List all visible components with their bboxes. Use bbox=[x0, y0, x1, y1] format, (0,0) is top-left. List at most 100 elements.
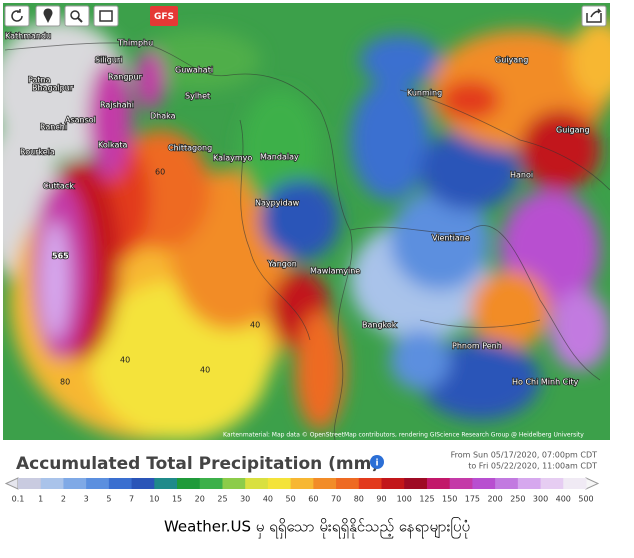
scale-tick-label: 300 bbox=[533, 495, 548, 504]
contour-label: 80 bbox=[60, 378, 70, 387]
scale-end bbox=[4, 477, 19, 490]
scale-swatch bbox=[313, 478, 337, 489]
contour-label: 40 bbox=[250, 321, 260, 330]
scale-tick-label: 250 bbox=[510, 495, 525, 504]
legend-title: Accumulated Total Precipitation (mm) bbox=[16, 454, 379, 474]
expand-button[interactable] bbox=[93, 5, 119, 27]
zoom-icon bbox=[70, 10, 80, 20]
scale-end bbox=[585, 477, 600, 490]
precip-area bbox=[350, 80, 430, 200]
pin-icon bbox=[43, 8, 53, 23]
scale-swatch bbox=[517, 478, 542, 489]
precip-area bbox=[88, 60, 132, 180]
city-label: Guiyang bbox=[495, 56, 528, 65]
city-label: Kalaymyo bbox=[213, 154, 252, 163]
contour-label: 40 bbox=[120, 356, 130, 365]
city-label: Yangon bbox=[267, 260, 297, 269]
zoom-button[interactable] bbox=[64, 5, 90, 27]
map-labels: Kathmandu Thimphu Siliguri Patna Rangpur Guwa… bbox=[4, 31, 590, 388]
color-scale: 0.1 1 2 3 5 7 10 15 20 25 30 40 50 60 70 80 90 100 125 150 1… bbox=[4, 477, 600, 504]
precip-area bbox=[360, 35, 440, 85]
scale-tick-label: 50 bbox=[286, 495, 296, 504]
date-from: From Sun 05/17/2020, 07:00pm CDT bbox=[451, 451, 598, 460]
scale-swatch bbox=[267, 478, 292, 489]
scale-tick-label: 0.1 bbox=[12, 495, 25, 504]
share-button[interactable] bbox=[581, 5, 607, 27]
scale-tick-label: 40 bbox=[263, 495, 273, 504]
city-label: Kathmandu bbox=[5, 32, 51, 41]
city-label: Bangkok bbox=[362, 321, 397, 330]
date-to: to Fri 05/22/2020, 11:00am CDT bbox=[468, 462, 597, 471]
refresh-icon bbox=[11, 9, 23, 22]
refresh-button[interactable] bbox=[4, 5, 30, 27]
info-icon: i bbox=[375, 459, 378, 469]
city-label: Naypyidaw bbox=[255, 199, 300, 208]
precip-area bbox=[390, 330, 450, 390]
scale-tick-label: 100 bbox=[397, 495, 412, 504]
info-button[interactable] bbox=[370, 455, 384, 469]
scale-swatch bbox=[495, 478, 519, 489]
city-label: Kolkata bbox=[98, 141, 127, 150]
city-label: Patna bbox=[28, 76, 51, 85]
scale-swatch bbox=[426, 478, 451, 489]
precip-area bbox=[520, 110, 600, 190]
scale-tick-label: 400 bbox=[556, 495, 571, 504]
model-button[interactable] bbox=[150, 6, 178, 26]
city-label: Vientiane bbox=[432, 234, 470, 243]
scale-tick-label: 5 bbox=[106, 495, 111, 504]
precip-area bbox=[390, 190, 490, 290]
scale-tick-label: 20 bbox=[195, 495, 205, 504]
scale-tick-label: 10 bbox=[149, 495, 159, 504]
city-label: Siliguri bbox=[95, 56, 122, 65]
precip-area bbox=[550, 290, 610, 370]
scale-tick-label: 150 bbox=[442, 495, 457, 504]
city-label: Mawlamyine bbox=[310, 267, 360, 276]
city-label: Rourkela bbox=[20, 148, 55, 157]
scale-tick-label: 25 bbox=[217, 495, 227, 504]
scale-swatch bbox=[449, 478, 473, 489]
scale-tick-label: 60 bbox=[308, 495, 318, 504]
scale-tick-label: 15 bbox=[172, 495, 182, 504]
city-label: Guigang bbox=[556, 126, 590, 135]
precip-area bbox=[260, 180, 340, 260]
peak-label: 565 bbox=[52, 252, 69, 261]
precip-area bbox=[440, 80, 500, 120]
scale-swatch bbox=[472, 478, 496, 489]
scale-swatch bbox=[86, 478, 110, 489]
precip-field bbox=[3, 20, 610, 440]
scale-swatch bbox=[563, 478, 587, 489]
scale-swatch bbox=[381, 478, 405, 489]
contour-label: 60 bbox=[155, 168, 165, 177]
scale-tick-label: 90 bbox=[376, 495, 386, 504]
scale-tick-label: 175 bbox=[465, 495, 480, 504]
city-label: Thimphu bbox=[117, 39, 153, 48]
city-label: Rajshahi bbox=[100, 101, 134, 110]
scale-swatch bbox=[108, 478, 133, 489]
scale-tick-label: 200 bbox=[487, 495, 502, 504]
model-label: GFS bbox=[154, 12, 174, 22]
scale-tick-label: 1 bbox=[38, 495, 43, 504]
scale-swatch bbox=[63, 478, 87, 489]
scale-swatch bbox=[18, 478, 42, 489]
scale-swatch bbox=[154, 478, 178, 489]
city-label: Cuttack bbox=[43, 182, 74, 191]
zoom-icon bbox=[77, 17, 83, 23]
city-label: Guwahati bbox=[175, 66, 213, 75]
city-label: Dhaka bbox=[150, 112, 176, 121]
city-label: Mandalay bbox=[260, 153, 299, 162]
precip-area bbox=[135, 50, 165, 110]
precip-area bbox=[40, 220, 70, 340]
scale-tick-label: 125 bbox=[419, 495, 434, 504]
scale-swatch bbox=[199, 478, 223, 489]
precip-area bbox=[420, 130, 520, 210]
scale-tick-label: 500 bbox=[578, 495, 593, 504]
share-icon bbox=[586, 8, 602, 23]
scale-tick-label: 7 bbox=[129, 495, 134, 504]
scale-swatch bbox=[40, 478, 64, 489]
city-label: Bhagalpur bbox=[32, 84, 74, 93]
scale-tick-label: 3 bbox=[84, 495, 89, 504]
city-label: Asansol bbox=[65, 116, 96, 125]
toolbar: GFS bbox=[4, 5, 607, 27]
